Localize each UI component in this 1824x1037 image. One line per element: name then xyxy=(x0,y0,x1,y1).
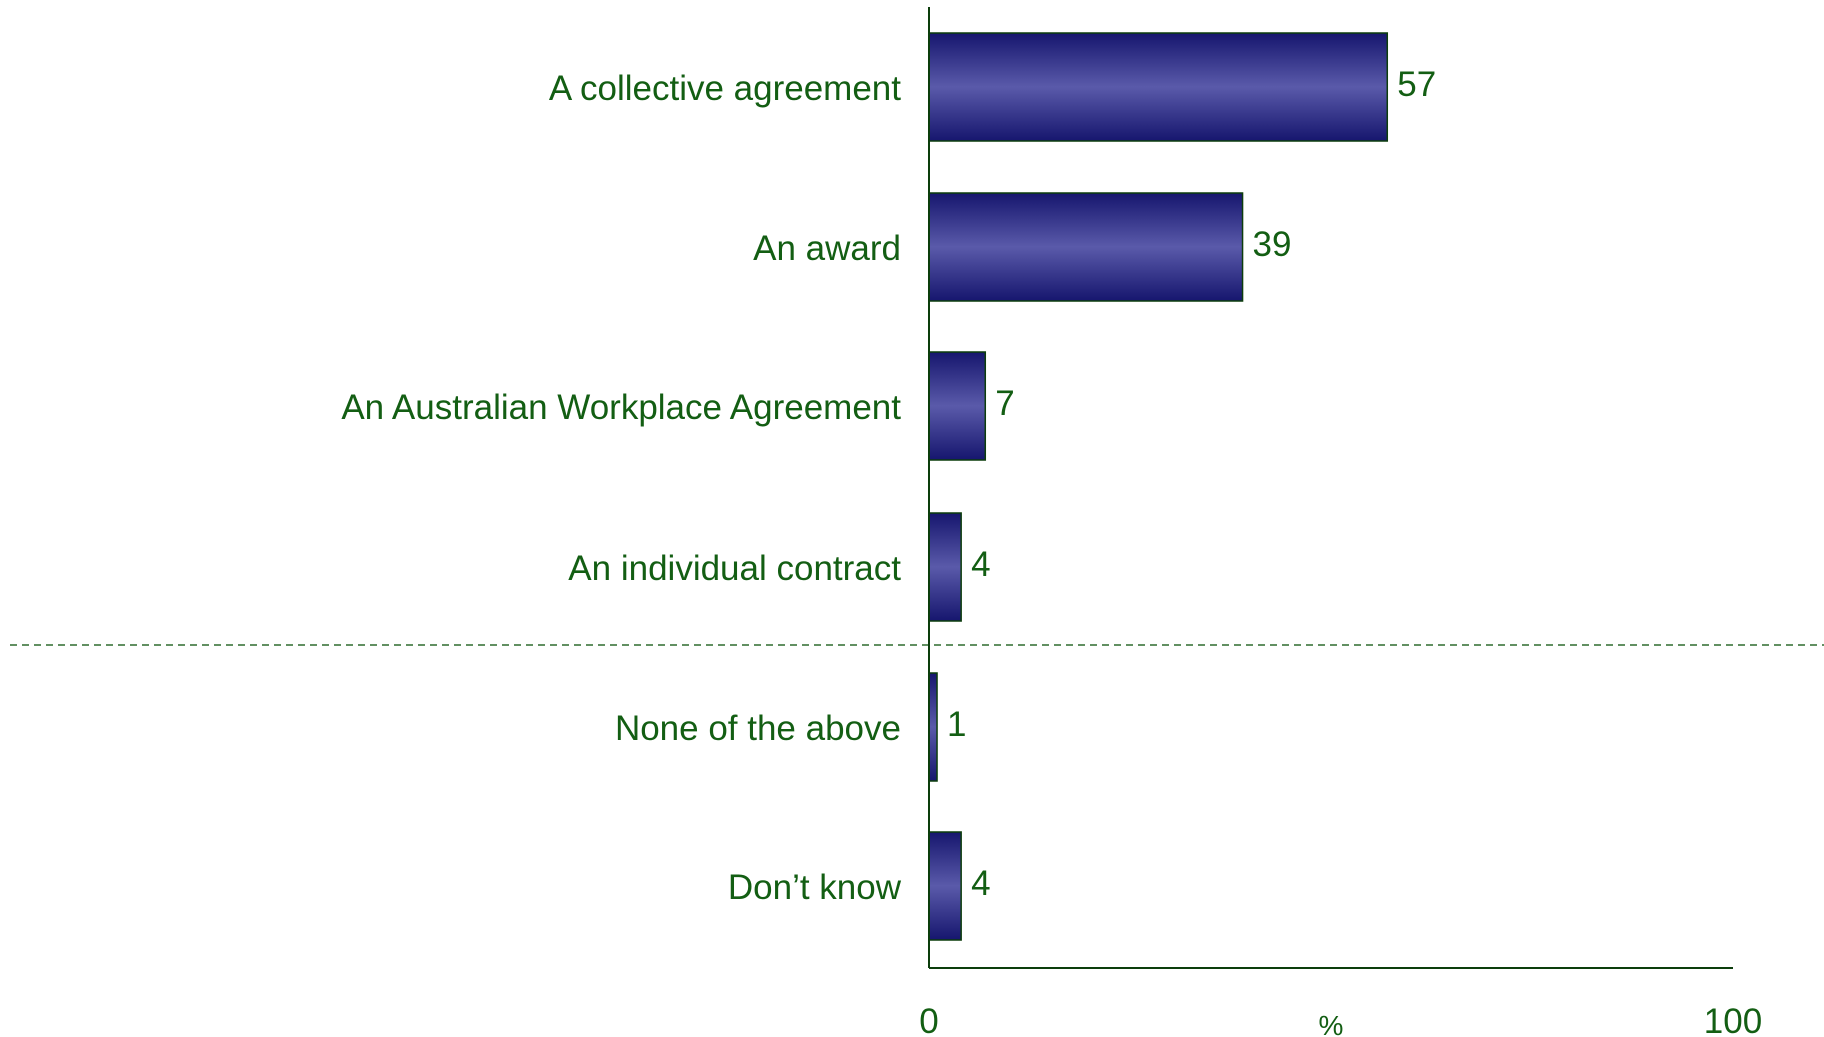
value-label: 57 xyxy=(1397,65,1436,104)
category-label: Don’t know xyxy=(728,868,902,907)
category-label: None of the above xyxy=(615,709,901,748)
x-tick-label: 100 xyxy=(1704,1002,1762,1037)
bar xyxy=(928,351,987,461)
category-label: An award xyxy=(753,229,901,268)
bar xyxy=(928,32,1389,142)
bar xyxy=(928,512,962,622)
value-label: 4 xyxy=(971,864,990,903)
value-label: 39 xyxy=(1253,225,1292,264)
value-label: 1 xyxy=(947,705,966,744)
bar xyxy=(928,192,1244,302)
bar xyxy=(928,831,962,941)
bars-layer xyxy=(928,32,1389,941)
bar xyxy=(928,672,938,782)
x-axis-title: % xyxy=(1319,1010,1344,1037)
value-label: 4 xyxy=(971,545,990,584)
axis-layer: 0 100% xyxy=(919,7,1762,1037)
x-tick-label: 0 xyxy=(919,1002,938,1037)
labels-layer: A collective agreement 57 An award 39 An Aus… xyxy=(341,65,1436,907)
value-label: 7 xyxy=(995,384,1014,423)
category-label: An individual contract xyxy=(568,549,901,588)
category-label: A collective agreement xyxy=(549,69,901,108)
category-label: An Australian Workplace Agreement xyxy=(341,388,901,427)
